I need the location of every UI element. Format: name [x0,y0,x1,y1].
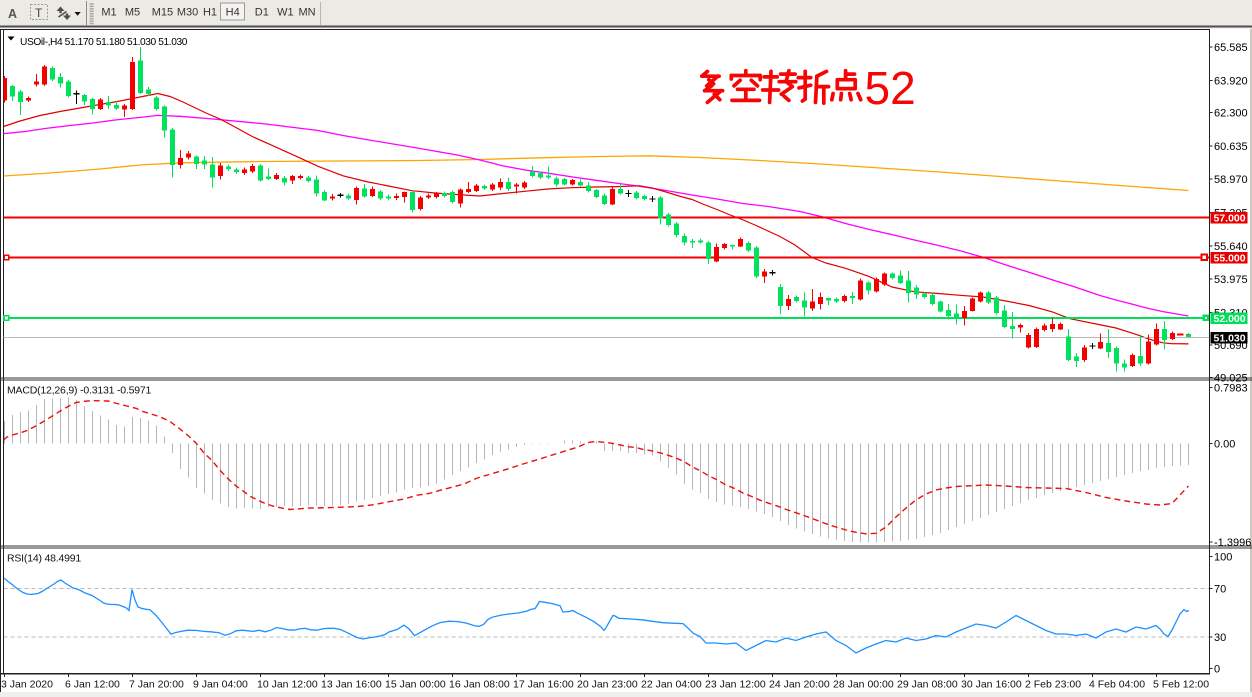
svg-text:7 Jan 20:00: 7 Jan 20:00 [129,679,184,691]
svg-text:70: 70 [1214,583,1226,595]
svg-text:22 Jan 04:00: 22 Jan 04:00 [641,679,702,691]
svg-text:4 Feb 04:00: 4 Feb 04:00 [1089,679,1145,691]
svg-text:H1: H1 [203,7,217,19]
svg-text:15 Jan 00:00: 15 Jan 00:00 [385,679,446,691]
svg-text:60.635: 60.635 [1214,141,1248,153]
svg-text:49.025: 49.025 [1214,373,1248,385]
svg-text:17 Jan 16:00: 17 Jan 16:00 [513,679,574,691]
svg-text:M30: M30 [177,7,198,19]
svg-text:MACD(12,26,9) -0.3131 -0.5971: MACD(12,26,9) -0.3131 -0.5971 [7,385,152,397]
svg-text:0.00: 0.00 [1214,439,1235,451]
svg-text:62.300: 62.300 [1214,108,1248,120]
svg-text:63.920: 63.920 [1214,75,1248,87]
svg-text:M15: M15 [152,7,173,19]
svg-text:55.640: 55.640 [1214,241,1248,253]
svg-text:D1: D1 [255,7,269,19]
svg-text:20 Jan 23:00: 20 Jan 23:00 [577,679,638,691]
svg-text:H4: H4 [226,7,240,19]
svg-text:M1: M1 [101,7,116,19]
svg-text:30 Jan 16:00: 30 Jan 16:00 [961,679,1022,691]
svg-text:9 Jan 04:00: 9 Jan 04:00 [193,679,248,691]
svg-text:MN: MN [298,7,315,19]
svg-text:T: T [35,6,43,20]
svg-text:55.000: 55.000 [1214,253,1246,265]
svg-text:13 Jan 16:00: 13 Jan 16:00 [321,679,382,691]
svg-text:51.030: 51.030 [1214,332,1246,344]
svg-text:28 Jan 00:00: 28 Jan 00:00 [833,679,894,691]
svg-text:3 Jan 2020: 3 Jan 2020 [1,679,53,691]
svg-text:24 Jan 20:00: 24 Jan 20:00 [769,679,830,691]
svg-text:29 Jan 08:00: 29 Jan 08:00 [897,679,958,691]
svg-text:23 Jan 12:00: 23 Jan 12:00 [705,679,766,691]
svg-text:M5: M5 [125,7,140,19]
svg-text:6 Jan 12:00: 6 Jan 12:00 [65,679,120,691]
svg-text:30: 30 [1214,632,1226,644]
svg-text:2 Feb 23:00: 2 Feb 23:00 [1025,679,1081,691]
svg-text:RSI(14) 48.4991: RSI(14) 48.4991 [7,553,81,565]
svg-text:16 Jan 08:00: 16 Jan 08:00 [449,679,510,691]
svg-text:65.585: 65.585 [1214,42,1248,54]
svg-text:52: 52 [865,62,916,114]
svg-text:57.000: 57.000 [1214,213,1246,225]
svg-text:5 Feb 12:00: 5 Feb 12:00 [1153,679,1209,691]
svg-text:0.7983: 0.7983 [1214,383,1248,395]
svg-text:52.000: 52.000 [1214,313,1246,325]
svg-text:-1.3996: -1.3996 [1214,537,1251,549]
svg-text:USOil-,H4 51.170 51.180 51.03: USOil-,H4 51.170 51.180 51.030 51.030 [20,37,188,48]
svg-text:100: 100 [1214,552,1232,564]
svg-text:53.975: 53.975 [1214,274,1248,286]
svg-text:10 Jan 12:00: 10 Jan 12:00 [257,679,318,691]
svg-text:0: 0 [1214,664,1220,676]
svg-text:W1: W1 [277,7,294,19]
svg-text:58.970: 58.970 [1214,174,1248,186]
svg-text:A: A [8,7,17,21]
